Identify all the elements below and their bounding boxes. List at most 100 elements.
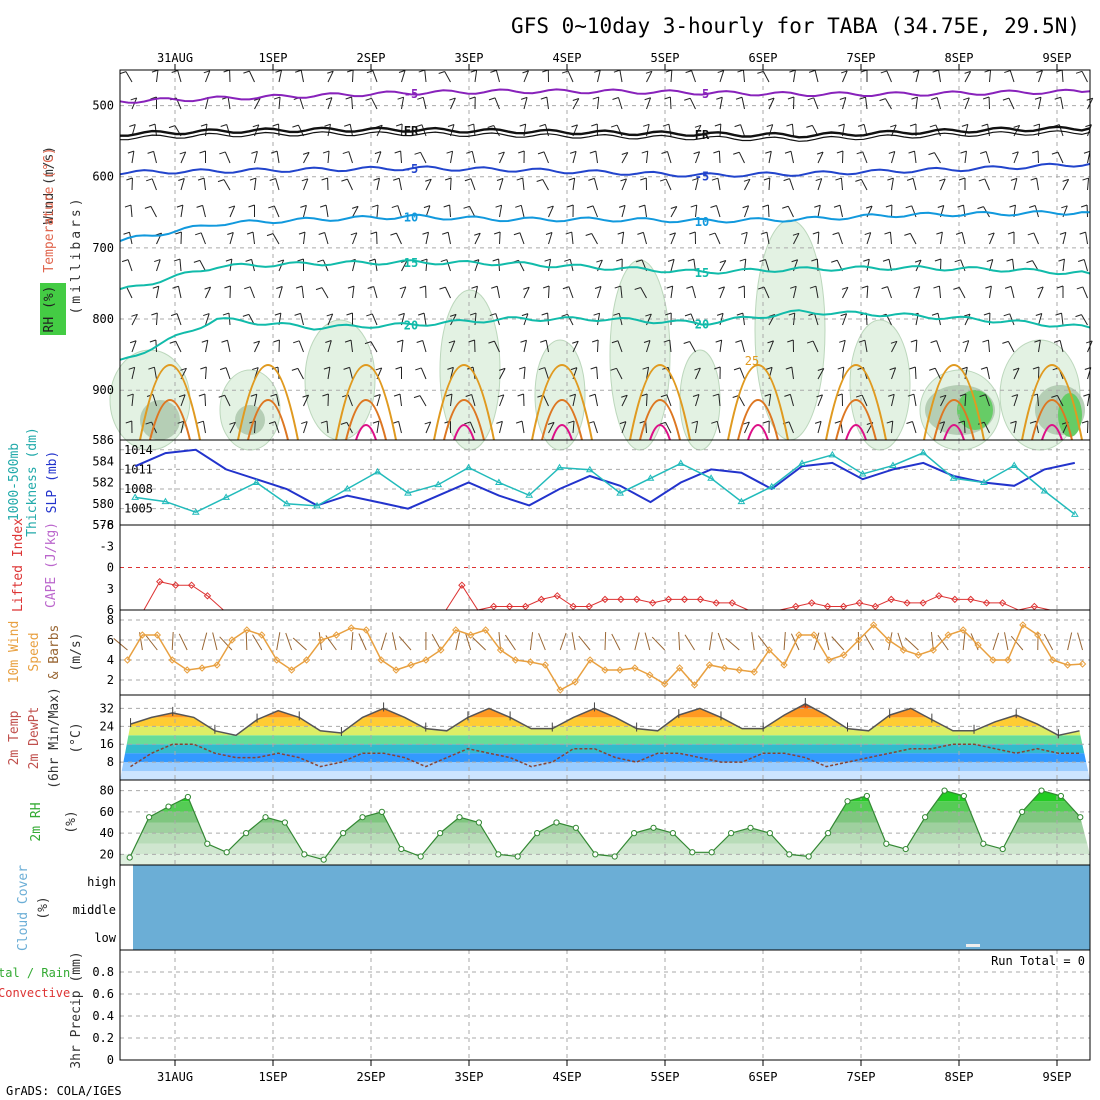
wind-barb-flag <box>315 287 323 291</box>
wind-barb-flag <box>759 259 766 262</box>
wind-barb <box>793 313 796 326</box>
wind-barb <box>572 151 577 164</box>
wind-tick-label: 8 <box>107 613 114 627</box>
wind-barb-flag <box>374 393 381 397</box>
wind-barb <box>542 179 549 191</box>
thickness-point <box>980 478 988 485</box>
wind-barb-flag <box>663 339 670 343</box>
wind-barb-flag <box>594 69 601 73</box>
wind-barb-flag <box>395 123 403 127</box>
wind-speed-point <box>675 664 684 672</box>
wind-barb-flag <box>465 393 472 397</box>
temp-tick-label: 24 <box>100 719 114 733</box>
li-tick-label: 0 <box>107 561 114 575</box>
wind-barb <box>179 259 182 272</box>
wind-barb-flag <box>468 339 475 343</box>
wind-barb <box>278 286 283 299</box>
wind-barb <box>714 232 721 245</box>
bottom-date-label: 2SEP <box>357 1070 386 1084</box>
wind-barb-flag <box>1034 96 1042 100</box>
wind-barb <box>347 394 353 407</box>
wind-barb <box>689 97 696 110</box>
wind-barb <box>592 205 598 218</box>
rh-point <box>417 853 424 860</box>
wind-barb-flag <box>612 97 619 100</box>
wind-barb-flag <box>375 367 382 371</box>
wind-barb-flag <box>148 366 155 370</box>
wind-barb-flag <box>488 97 496 101</box>
rh-point <box>999 845 1006 853</box>
li-point <box>935 592 943 600</box>
wind-speed-point <box>690 681 699 689</box>
wind-speed-point <box>571 678 579 686</box>
temp-band <box>120 717 1090 727</box>
wind-speed-point <box>959 626 967 634</box>
wind-barb <box>499 394 505 407</box>
wind-barb-flag <box>715 339 722 343</box>
wind-barb-flag <box>734 124 741 128</box>
wind-speed-point <box>720 664 729 672</box>
wind-barb <box>326 421 329 434</box>
wind-barb-flag <box>366 70 374 74</box>
wind-speed-point <box>198 664 206 672</box>
rh-point <box>378 808 385 815</box>
wind-barb <box>768 151 772 164</box>
wind-barb-flag <box>911 96 918 100</box>
wind-barb <box>739 367 745 380</box>
diurnal-temperature-contour <box>149 399 191 441</box>
bottom-date-label: 31AUG <box>157 1070 193 1084</box>
wind-barb <box>617 340 623 353</box>
wind-speed-point <box>481 626 490 634</box>
wind-barb-flag <box>277 259 284 263</box>
rh-point <box>1057 792 1065 800</box>
wind-barb-flag <box>493 231 501 235</box>
li-point <box>156 577 164 586</box>
wind-barb <box>768 394 772 407</box>
wind-barb <box>398 178 402 191</box>
wind-barb-flag <box>1034 339 1041 343</box>
wind-barb-flag <box>716 312 724 316</box>
thickness-tick-label: 584 <box>92 454 114 468</box>
wind-barb <box>571 232 574 245</box>
wind-speed-point <box>228 636 236 644</box>
rh2m-unit-label: (%) <box>64 810 79 833</box>
wind-barb <box>987 340 990 353</box>
wind-speed-point <box>496 646 505 654</box>
cloud-cover-label: Cloud Cover <box>16 865 31 951</box>
wind-barb <box>964 97 970 110</box>
wind-barb <box>127 259 133 272</box>
wind-barb-flag <box>567 204 574 208</box>
li-point <box>585 602 593 611</box>
wind-barb-flag <box>736 312 743 316</box>
dewpoint2m-label: 2m DewPt <box>27 707 42 770</box>
wind-barb <box>474 286 478 299</box>
thickness-point <box>343 484 352 492</box>
wind-speed-point <box>243 626 251 634</box>
wind-barb <box>678 631 681 651</box>
wind-barb <box>469 421 476 434</box>
rh-point <box>456 814 463 821</box>
thickness-point <box>434 480 443 488</box>
rh-point <box>980 840 987 847</box>
wind-barb-flag <box>176 204 184 208</box>
wind-barb-flag <box>268 205 275 209</box>
contour-label: FR <box>404 124 419 138</box>
wind-barb-flag <box>953 286 960 290</box>
wind-barb <box>1033 232 1039 245</box>
wind-barb <box>1060 97 1064 110</box>
thickness-point <box>404 489 412 496</box>
wind-speed-point <box>258 631 266 639</box>
wind-barb-flag <box>982 339 989 343</box>
wind-barb-flag <box>318 231 325 235</box>
wind-barb <box>572 340 579 353</box>
wind-barb <box>964 340 970 353</box>
wind-barb-flag <box>252 124 259 128</box>
diurnal-temperature-contour <box>923 364 985 441</box>
wind-barb <box>620 286 623 299</box>
li-point <box>680 595 689 604</box>
wind-barb <box>227 97 231 110</box>
wind-barb-flag <box>765 366 773 370</box>
wind-barb-flag <box>515 420 523 424</box>
li-point <box>1030 602 1039 611</box>
wind-barb-flag <box>572 98 579 101</box>
